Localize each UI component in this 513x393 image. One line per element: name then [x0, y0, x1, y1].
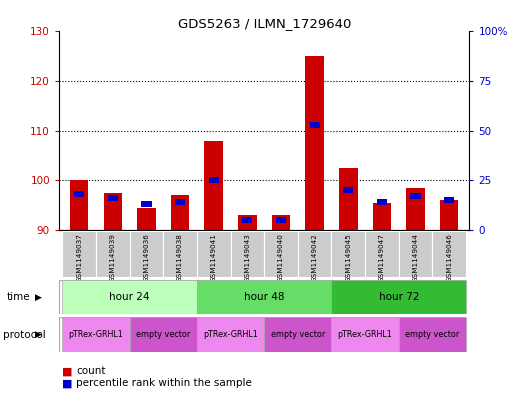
Bar: [70, 180, 88, 230]
Title: GDS5263 / ILMN_1729640: GDS5263 / ILMN_1729640: [177, 17, 351, 30]
Text: hour 24: hour 24: [109, 292, 150, 302]
Bar: [444, 197, 455, 203]
Text: ■: ■: [62, 378, 72, 388]
Text: GSM1149040: GSM1149040: [278, 233, 284, 282]
Text: GSM1149037: GSM1149037: [76, 233, 82, 282]
Bar: [410, 193, 421, 199]
Bar: [399, 317, 466, 352]
Bar: [130, 317, 197, 352]
Bar: [365, 231, 399, 277]
Text: GSM1149039: GSM1149039: [110, 233, 116, 282]
Bar: [406, 188, 425, 230]
Text: empty vector: empty vector: [405, 330, 460, 339]
Bar: [377, 199, 387, 205]
Text: protocol: protocol: [3, 330, 45, 340]
Bar: [298, 231, 331, 277]
Bar: [63, 317, 130, 352]
Bar: [264, 231, 298, 277]
Bar: [399, 231, 432, 277]
Text: empty vector: empty vector: [136, 330, 190, 339]
Text: pTRex-GRHL1: pTRex-GRHL1: [69, 330, 123, 339]
Bar: [137, 208, 156, 230]
Bar: [309, 122, 320, 128]
Text: GSM1149043: GSM1149043: [244, 233, 250, 282]
Text: time: time: [7, 292, 30, 302]
Text: ▶: ▶: [35, 293, 42, 301]
Bar: [305, 56, 324, 230]
Bar: [242, 217, 252, 223]
Bar: [142, 201, 151, 207]
Text: GSM1149036: GSM1149036: [144, 233, 149, 282]
Text: GSM1149044: GSM1149044: [412, 233, 419, 282]
Bar: [331, 231, 365, 277]
Text: GSM1149046: GSM1149046: [446, 233, 452, 282]
Text: hour 72: hour 72: [379, 292, 419, 302]
Bar: [343, 187, 353, 193]
Bar: [130, 231, 163, 277]
Bar: [205, 141, 223, 230]
Text: GSM1149041: GSM1149041: [211, 233, 216, 282]
Bar: [63, 280, 197, 314]
Bar: [175, 199, 185, 205]
Text: ■: ■: [62, 366, 72, 376]
Bar: [339, 168, 358, 230]
Bar: [108, 195, 118, 201]
Text: ▶: ▶: [35, 331, 42, 339]
Bar: [440, 200, 459, 230]
Bar: [372, 203, 391, 230]
Bar: [209, 177, 219, 183]
Bar: [171, 195, 189, 230]
Bar: [96, 231, 130, 277]
Bar: [331, 317, 399, 352]
Text: GSM1149045: GSM1149045: [345, 233, 351, 282]
Bar: [197, 280, 331, 314]
Bar: [276, 217, 286, 223]
Bar: [230, 231, 264, 277]
Bar: [264, 317, 331, 352]
Bar: [272, 215, 290, 230]
Bar: [432, 231, 466, 277]
Text: percentile rank within the sample: percentile rank within the sample: [76, 378, 252, 388]
Bar: [163, 231, 197, 277]
Text: GSM1149038: GSM1149038: [177, 233, 183, 282]
Text: pTRex-GRHL1: pTRex-GRHL1: [203, 330, 258, 339]
Text: hour 48: hour 48: [244, 292, 284, 302]
Bar: [197, 231, 230, 277]
Bar: [63, 231, 96, 277]
Text: GSM1149047: GSM1149047: [379, 233, 385, 282]
Text: empty vector: empty vector: [271, 330, 325, 339]
Bar: [74, 191, 84, 197]
Bar: [238, 215, 256, 230]
Text: count: count: [76, 366, 106, 376]
Bar: [104, 193, 122, 230]
Bar: [197, 317, 264, 352]
Bar: [331, 280, 466, 314]
Text: GSM1149042: GSM1149042: [312, 233, 318, 282]
Text: pTRex-GRHL1: pTRex-GRHL1: [338, 330, 392, 339]
